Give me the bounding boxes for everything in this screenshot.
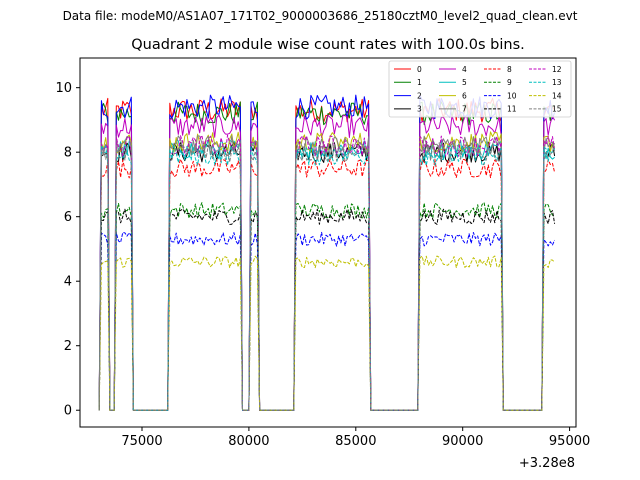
legend-label-10: 10 [507,91,517,100]
x-offset-label: +3.28e8 [519,456,575,471]
legend-label-4: 4 [462,65,467,74]
legend-label-8: 8 [507,65,512,74]
legend-label-14: 14 [552,91,562,100]
series-line-11 [98,208,556,411]
legend-label-3: 3 [417,105,422,114]
legend-label-13: 13 [552,78,562,87]
series-line-10 [98,231,556,411]
legend-label-9: 9 [507,78,512,87]
series-line-14 [98,255,555,411]
chart-title: Quadrant 2 module wise count rates with … [131,37,525,53]
series-line-9 [98,202,555,411]
legend-label-5: 5 [462,78,467,87]
y-tick-label: 10 [55,81,72,96]
x-tick-label: 85000 [335,434,376,449]
series-line-4 [98,114,556,411]
legend-box [388,60,572,118]
legend-label-7: 7 [462,105,467,114]
series-line-8 [98,158,556,411]
series-lines [98,94,556,411]
file-suptitle: Data file: modeM0/AS1A07_171T02_90000036… [63,9,578,23]
x-tick-label: 90000 [442,434,483,449]
legend-label-6: 6 [462,91,467,100]
legend-label-1: 1 [417,78,422,87]
legend-label-2: 2 [417,91,422,100]
plot-frame [79,57,577,428]
legend-label-12: 12 [552,65,562,74]
x-tick-label: 80000 [228,434,269,449]
x-tick-label: 95000 [549,434,590,449]
legend-label-0: 0 [417,65,422,74]
series-line-15 [98,141,556,411]
legend-label-11: 11 [507,105,517,114]
y-tick-label: 6 [64,210,72,225]
y-tick-label: 8 [64,146,72,161]
y-tick-label: 4 [64,275,72,290]
y-tick-label: 2 [64,339,72,354]
x-tick-label: 75000 [121,434,162,449]
y-tick-label: 0 [64,404,72,419]
legend-label-15: 15 [552,105,562,114]
series-line-12 [98,134,556,411]
